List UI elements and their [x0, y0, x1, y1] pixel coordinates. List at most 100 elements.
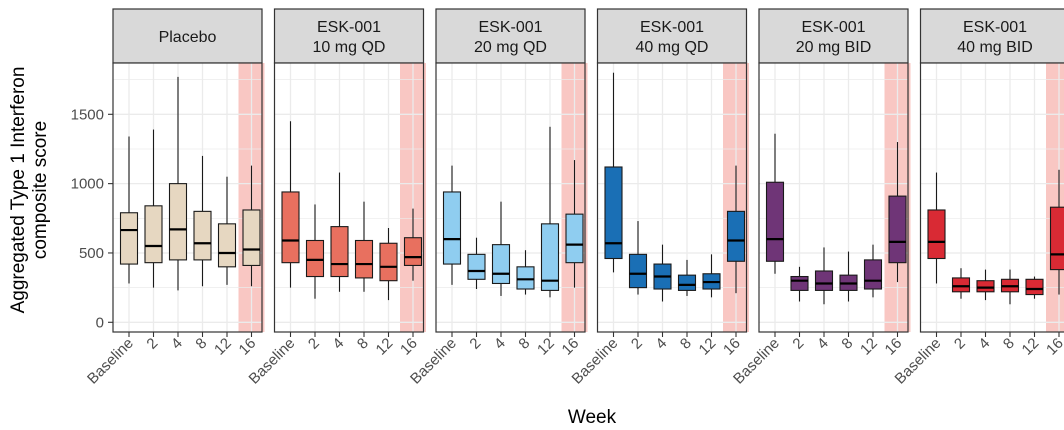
facet-strip-title: 20 mg QD — [474, 39, 547, 56]
box-iqr — [442, 191, 462, 265]
box-iqr — [1049, 206, 1064, 271]
y-axis-title-line-1: Aggregated Type 1 Interferon — [8, 67, 29, 314]
box-iqr — [330, 226, 349, 278]
facet-panels: Placebo Baseline 2 4 8 12 16 ESK-001 10 mg QD Bas… — [84, 8, 1064, 388]
facet-strip — [435, 8, 586, 64]
facet-strip — [596, 8, 748, 64]
box-8 — [677, 259, 697, 296]
box-iqr — [354, 239, 374, 279]
box-iqr — [790, 275, 809, 291]
box-16 — [242, 165, 261, 287]
box-iqr — [863, 259, 883, 290]
x-tick-label: 16 — [882, 335, 906, 359]
x-tick-label: 4 — [652, 335, 670, 353]
box-iqr — [193, 210, 212, 261]
x-tick-label: 2 — [628, 335, 646, 353]
x-tick-label: 2 — [951, 335, 969, 353]
y-axis-title: Aggregated Type 1 Interferon composite s… — [8, 67, 51, 314]
x-tick-label: 8 — [838, 335, 856, 353]
box-iqr — [628, 253, 648, 289]
x-tick-label: 8 — [515, 335, 533, 353]
y-tick-label: 1500 — [71, 106, 104, 123]
box-Baseline — [765, 133, 785, 274]
facet-strip — [112, 8, 263, 64]
box-iqr — [951, 277, 971, 293]
facet-strip-title: ESK-001 — [317, 19, 381, 36]
facet-strip — [273, 8, 425, 64]
box-8 — [839, 251, 858, 302]
x-tick-label: 12 — [1019, 335, 1043, 359]
box-iqr — [765, 181, 785, 262]
panel-border — [919, 62, 1064, 333]
box-iqr — [516, 266, 535, 290]
x-tick-label: 12 — [373, 335, 397, 359]
x-tick-label: 8 — [677, 335, 695, 353]
box-iqr — [491, 244, 511, 285]
box-12 — [379, 228, 398, 301]
box-16 — [726, 165, 746, 294]
panel-border — [758, 62, 909, 333]
x-tick-label: 12 — [534, 335, 558, 359]
box-8 — [1000, 269, 1020, 305]
facet-strip — [919, 8, 1064, 64]
box-Baseline — [604, 72, 623, 273]
box-12 — [217, 176, 237, 285]
y-tick-label: 0 — [96, 314, 104, 331]
x-tick-label: 16 — [1043, 335, 1064, 359]
box-iqr — [403, 237, 423, 266]
x-tick-label: 2 — [305, 335, 323, 353]
facet-strip-title: Placebo — [159, 29, 217, 46]
box-12 — [1025, 276, 1044, 299]
box-12 — [540, 126, 560, 298]
x-axis-title: Week — [568, 407, 617, 428]
box-iqr — [281, 191, 300, 264]
box-Baseline — [442, 165, 462, 285]
x-tick-label: 16 — [720, 335, 744, 359]
box-iqr — [976, 280, 995, 293]
x-tick-label: 2 — [789, 335, 807, 353]
facet-strip-title: ESK-001 — [478, 19, 542, 36]
box-iqr — [305, 239, 325, 278]
box-iqr — [144, 205, 163, 264]
box-iqr — [565, 213, 584, 264]
facet-strip-title: 10 mg QD — [313, 39, 386, 56]
x-tick-label: 4 — [814, 335, 832, 353]
x-tick-label: 8 — [354, 335, 372, 353]
box-iqr — [119, 212, 139, 265]
facet-strip-title: 20 mg BID — [796, 39, 872, 56]
x-tick-label: 4 — [168, 335, 186, 353]
box-12 — [702, 254, 721, 298]
box-iqr — [726, 210, 746, 262]
box-4 — [976, 269, 995, 301]
box-4 — [814, 247, 834, 305]
box-4 — [168, 76, 188, 291]
box-2 — [144, 129, 163, 288]
panel-border — [112, 62, 263, 333]
panel-border — [273, 62, 425, 333]
box-iqr — [168, 183, 188, 261]
x-tick-label: 2 — [466, 335, 484, 353]
box-iqr — [1025, 278, 1044, 296]
box-iqr — [888, 195, 907, 264]
panel-background — [113, 63, 262, 332]
facet-strip-title: 40 mg BID — [957, 39, 1033, 56]
x-tick-label: 12 — [857, 335, 881, 359]
box-Baseline — [119, 136, 139, 284]
x-tick-label: 16 — [559, 335, 583, 359]
box-16 — [565, 160, 584, 288]
facet-strip-title: 40 mg QD — [636, 39, 709, 56]
box-2 — [628, 221, 648, 295]
highlight-band-week-16 — [1046, 63, 1064, 332]
x-tick-label: 16 — [236, 335, 260, 359]
x-tick-label: 2 — [143, 335, 161, 353]
panel-border — [435, 62, 586, 333]
box-2 — [790, 266, 809, 302]
facet-strip-title: ESK-001 — [963, 19, 1027, 36]
facet-strip-title: ESK-001 — [640, 19, 704, 36]
box-iqr — [927, 209, 946, 260]
box-4 — [491, 201, 511, 296]
